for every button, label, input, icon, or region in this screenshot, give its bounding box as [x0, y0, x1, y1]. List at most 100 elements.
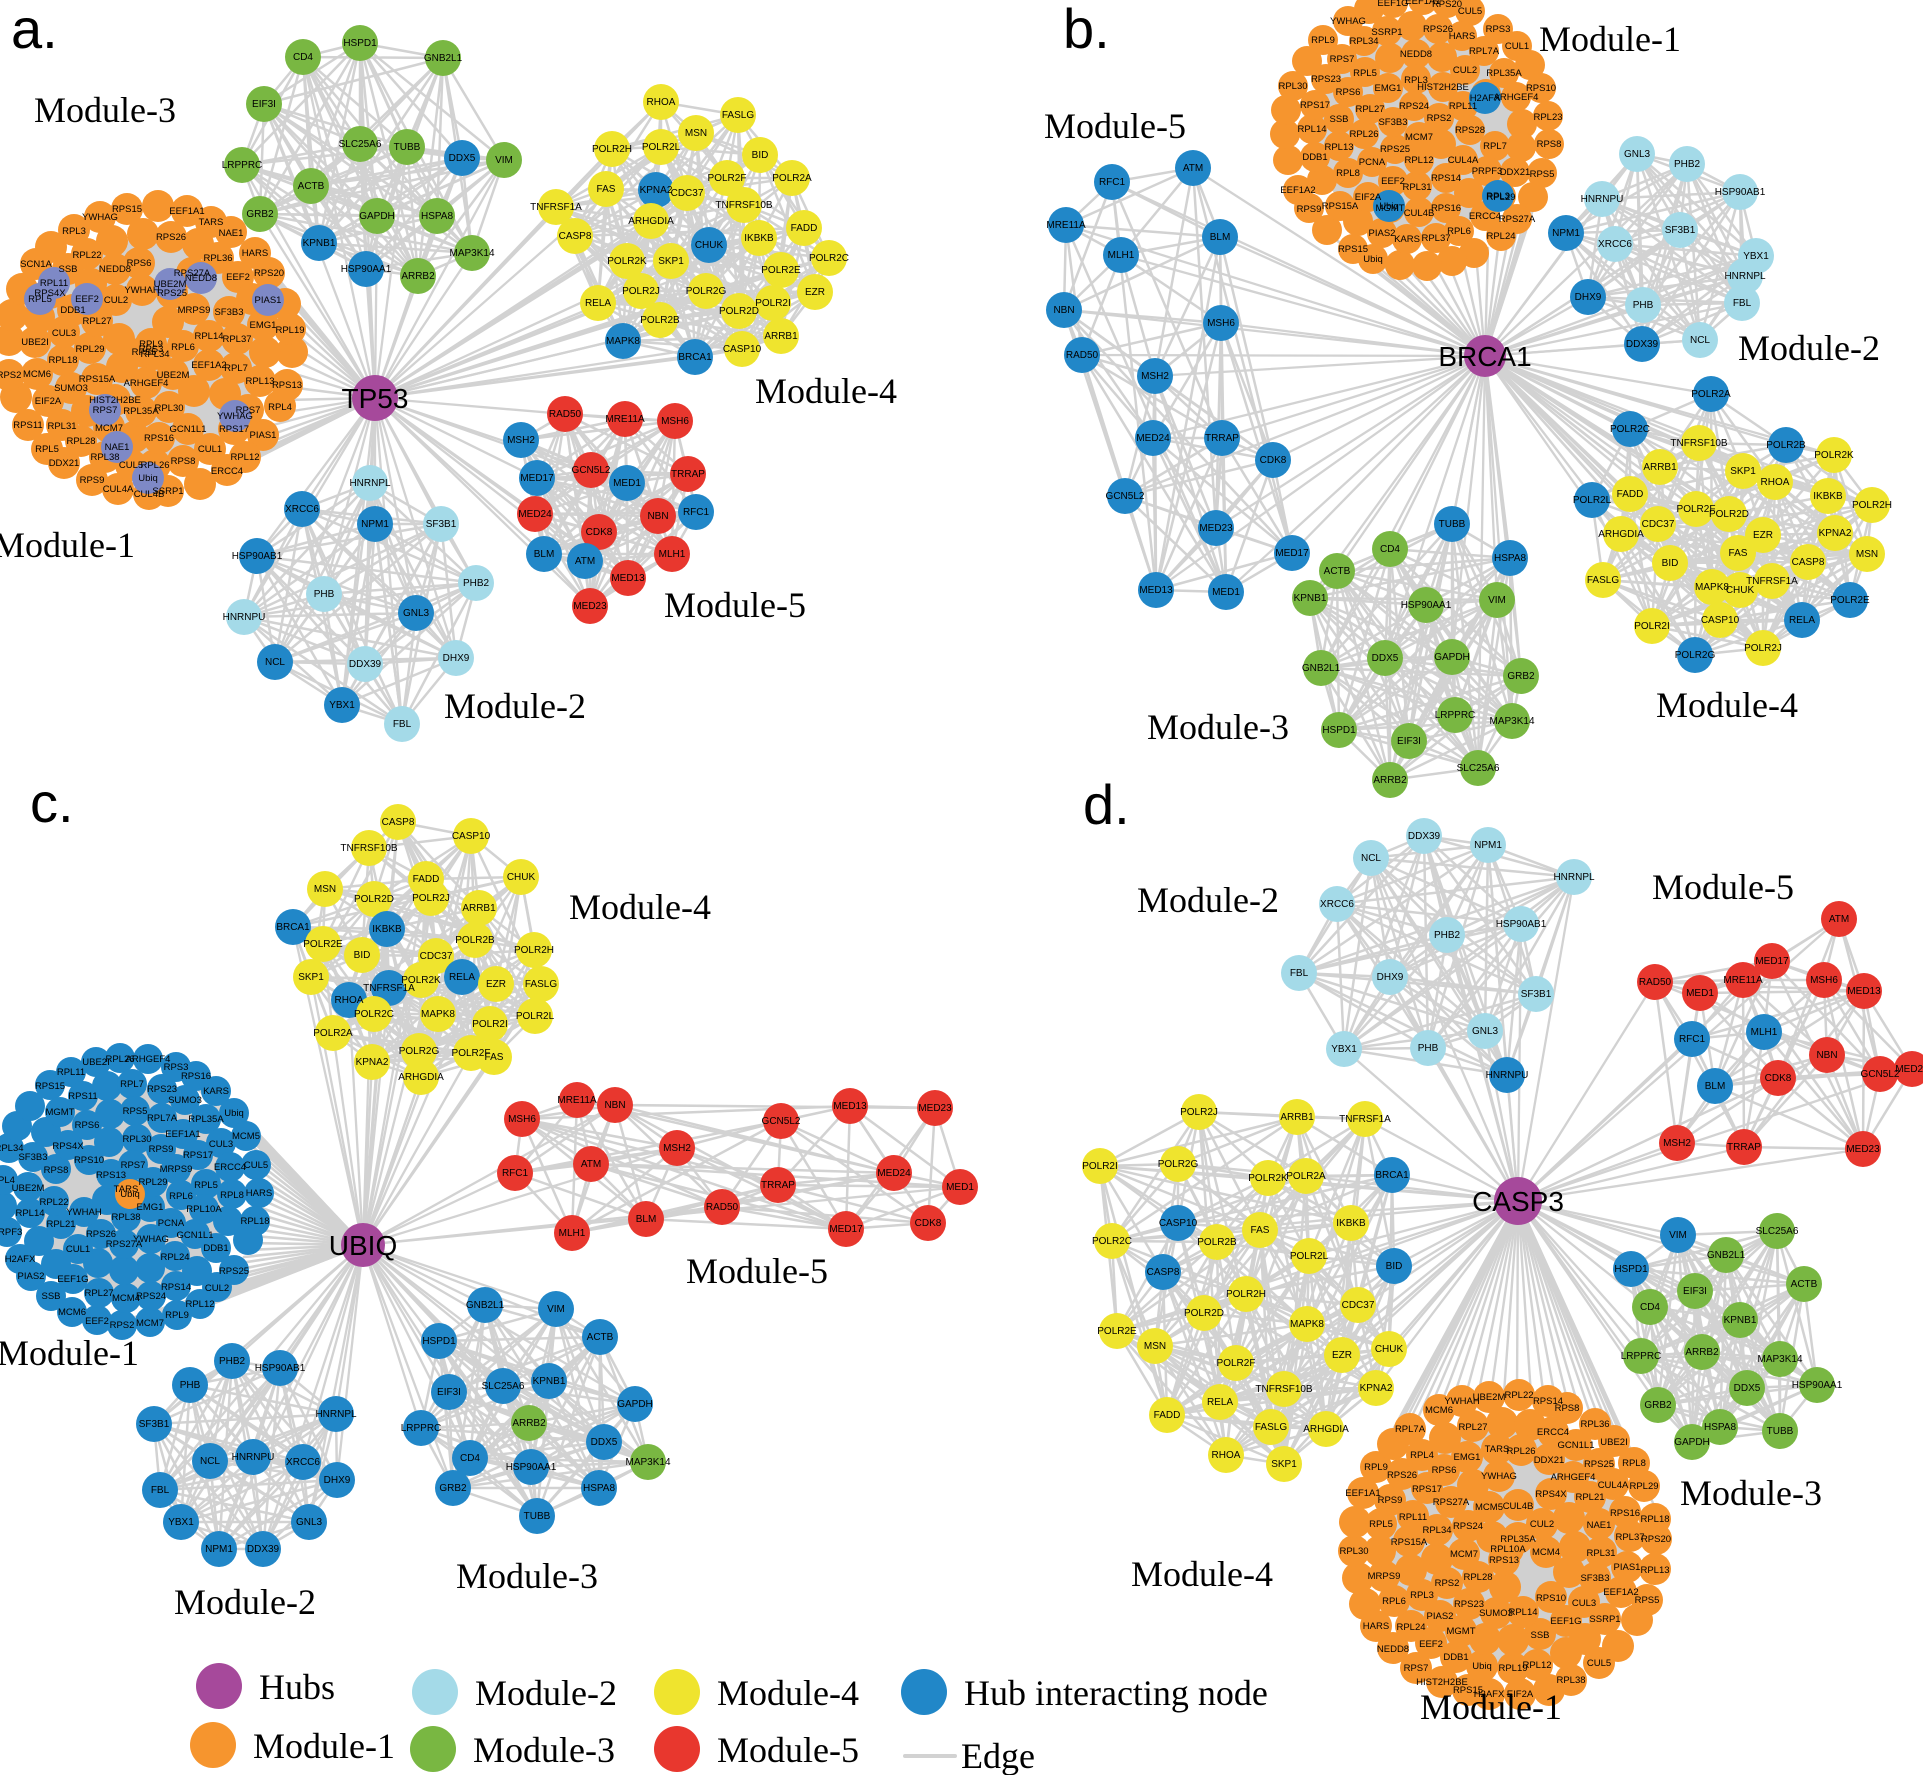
- svg-text:POLR2B: POLR2B: [1766, 440, 1806, 451]
- svg-text:SLC25A6: SLC25A6: [1756, 1226, 1799, 1237]
- svg-text:RPL27: RPL27: [82, 316, 111, 327]
- svg-text:CUL4B: CUL4B: [1503, 1501, 1534, 1512]
- svg-text:RPL7A: RPL7A: [1469, 46, 1500, 57]
- svg-text:RPS10: RPS10: [74, 1155, 104, 1166]
- svg-text:Module-2: Module-2: [475, 1673, 617, 1713]
- svg-text:RPS15A: RPS15A: [1391, 1537, 1428, 1548]
- svg-text:RPS5: RPS5: [132, 347, 157, 358]
- svg-text:RPL22: RPL22: [72, 250, 101, 261]
- svg-text:EIF3I: EIF3I: [1397, 736, 1421, 747]
- svg-text:RPL38: RPL38: [90, 452, 119, 463]
- svg-text:CDK8: CDK8: [1765, 1073, 1792, 1084]
- svg-text:TARS: TARS: [199, 217, 224, 228]
- svg-text:RPL22: RPL22: [39, 1197, 68, 1208]
- svg-text:ARHGEF4: ARHGEF4: [126, 1054, 171, 1065]
- svg-text:RPL36: RPL36: [203, 253, 232, 264]
- svg-text:FAS: FAS: [485, 1052, 504, 1063]
- svg-text:MAPK8: MAPK8: [1695, 582, 1729, 593]
- svg-text:HARS: HARS: [1449, 31, 1475, 42]
- svg-text:MCM7: MCM7: [95, 423, 123, 434]
- svg-text:POLR2H: POLR2H: [592, 144, 632, 155]
- svg-text:PHB: PHB: [1418, 1043, 1439, 1054]
- svg-text:PHB2: PHB2: [219, 1356, 246, 1367]
- svg-text:TRRAP: TRRAP: [671, 469, 705, 480]
- svg-text:RPS27A: RPS27A: [174, 268, 211, 279]
- svg-text:Ubiq: Ubiq: [224, 1108, 244, 1119]
- svg-text:TUBB: TUBB: [1439, 519, 1466, 530]
- svg-text:RPS17: RPS17: [1412, 1484, 1442, 1495]
- svg-text:SCN1A: SCN1A: [20, 259, 52, 270]
- svg-text:TNFRSF1A: TNFRSF1A: [1746, 576, 1798, 587]
- svg-text:YBX1: YBX1: [1331, 1044, 1357, 1055]
- svg-text:XRCC6: XRCC6: [1598, 239, 1632, 250]
- svg-text:TRRAP: TRRAP: [1205, 433, 1239, 444]
- svg-text:HSP90AB1: HSP90AB1: [1715, 187, 1766, 198]
- svg-text:NBN: NBN: [1053, 305, 1074, 316]
- svg-text:TP53: TP53: [342, 383, 409, 414]
- svg-text:RPS9: RPS9: [80, 475, 105, 486]
- svg-text:PHB2: PHB2: [463, 578, 490, 589]
- svg-text:MSH2: MSH2: [1663, 1138, 1691, 1149]
- svg-text:YBX1: YBX1: [329, 700, 355, 711]
- svg-text:MAP3K14: MAP3K14: [449, 248, 494, 259]
- svg-text:CHUK: CHUK: [695, 240, 724, 251]
- svg-text:BLM: BLM: [534, 549, 555, 560]
- svg-text:MLH1: MLH1: [659, 549, 686, 560]
- svg-text:RPS15A: RPS15A: [1322, 201, 1359, 212]
- svg-text:HSP90AA1: HSP90AA1: [341, 264, 392, 275]
- svg-text:MCM5: MCM5: [1475, 1502, 1503, 1513]
- svg-text:MCM6: MCM6: [1425, 1405, 1453, 1416]
- svg-text:ACTB: ACTB: [1324, 566, 1351, 577]
- svg-text:HNRNPL: HNRNPL: [1724, 271, 1766, 282]
- svg-text:RPS23: RPS23: [147, 1084, 177, 1095]
- svg-text:FBL: FBL: [1733, 298, 1752, 309]
- svg-text:CUL2: CUL2: [104, 295, 128, 306]
- svg-text:UBE2M: UBE2M: [1473, 1392, 1506, 1403]
- svg-text:HSPD1: HSPD1: [1322, 725, 1356, 736]
- svg-text:RPS15: RPS15: [1453, 1685, 1483, 1696]
- svg-text:EMG1: EMG1: [250, 320, 277, 331]
- svg-text:RPL30: RPL30: [154, 403, 183, 414]
- svg-text:KPNA2: KPNA2: [1819, 528, 1852, 539]
- svg-text:SSRP1: SSRP1: [152, 486, 183, 497]
- svg-text:Ubiq: Ubiq: [1472, 1661, 1492, 1672]
- svg-text:EIF2A: EIF2A: [35, 396, 62, 407]
- svg-text:EEF1A2: EEF1A2: [191, 360, 226, 371]
- svg-text:RPL13: RPL13: [1640, 1565, 1669, 1576]
- svg-text:POLR2J: POLR2J: [1744, 643, 1782, 654]
- svg-text:CASP8: CASP8: [559, 231, 592, 242]
- svg-text:H2AFX: H2AFX: [1474, 1689, 1505, 1700]
- svg-text:BID: BID: [1662, 558, 1679, 569]
- svg-text:RPS15A: RPS15A: [79, 374, 116, 385]
- svg-text:UBE2I: UBE2I: [21, 337, 48, 348]
- svg-text:RAD50: RAD50: [1066, 350, 1099, 361]
- svg-text:HNRNPL: HNRNPL: [349, 478, 391, 489]
- svg-text:DHX9: DHX9: [1575, 292, 1602, 303]
- svg-text:POLR2H: POLR2H: [1226, 1289, 1266, 1300]
- svg-text:VIM: VIM: [495, 155, 513, 166]
- svg-text:CD4: CD4: [1640, 1302, 1660, 1313]
- svg-text:RPS17: RPS17: [219, 424, 249, 435]
- svg-text:RPS5: RPS5: [1635, 1595, 1660, 1606]
- svg-text:GRB2: GRB2: [1644, 1400, 1672, 1411]
- svg-text:TNFRSF1A: TNFRSF1A: [1339, 1114, 1391, 1125]
- svg-text:IKBKB: IKBKB: [1813, 491, 1843, 502]
- svg-text:CUL3: CUL3: [52, 328, 76, 339]
- svg-text:SF3B3: SF3B3: [1378, 117, 1407, 128]
- svg-text:BRCA1: BRCA1: [276, 922, 310, 933]
- svg-text:FASLG: FASLG: [722, 110, 754, 121]
- svg-text:FBL: FBL: [151, 1485, 170, 1496]
- svg-text:RPL35A: RPL35A: [1500, 1534, 1536, 1545]
- svg-text:MED23: MED23: [918, 1103, 952, 1114]
- svg-text:RPL5: RPL5: [1369, 1519, 1393, 1530]
- svg-text:CDC37: CDC37: [1642, 519, 1675, 530]
- svg-text:LRPPRC: LRPPRC: [1435, 710, 1476, 721]
- svg-text:SSB: SSB: [41, 1291, 60, 1302]
- svg-text:SF3B1: SF3B1: [1521, 989, 1552, 1000]
- svg-text:RPL27: RPL27: [1355, 104, 1384, 115]
- svg-text:CUL4A: CUL4A: [1598, 1480, 1629, 1491]
- svg-text:PIAS2: PIAS2: [1369, 228, 1396, 239]
- svg-text:MCM4: MCM4: [112, 1293, 140, 1304]
- svg-text:CUL2: CUL2: [1453, 65, 1477, 76]
- svg-text:RHOA: RHOA: [647, 97, 676, 108]
